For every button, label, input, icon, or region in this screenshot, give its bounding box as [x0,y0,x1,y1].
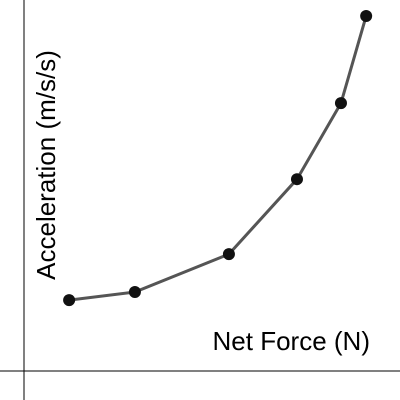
data-point [290,173,303,186]
data-point [128,285,141,298]
x-axis-label: Net Force (N) [213,326,370,356]
data-line [68,15,368,302]
data-point [63,294,76,307]
data-point [334,97,347,110]
y-axis-label: Acceleration (m/s/s) [31,50,61,280]
data-point [360,9,373,22]
data-point [222,248,235,261]
